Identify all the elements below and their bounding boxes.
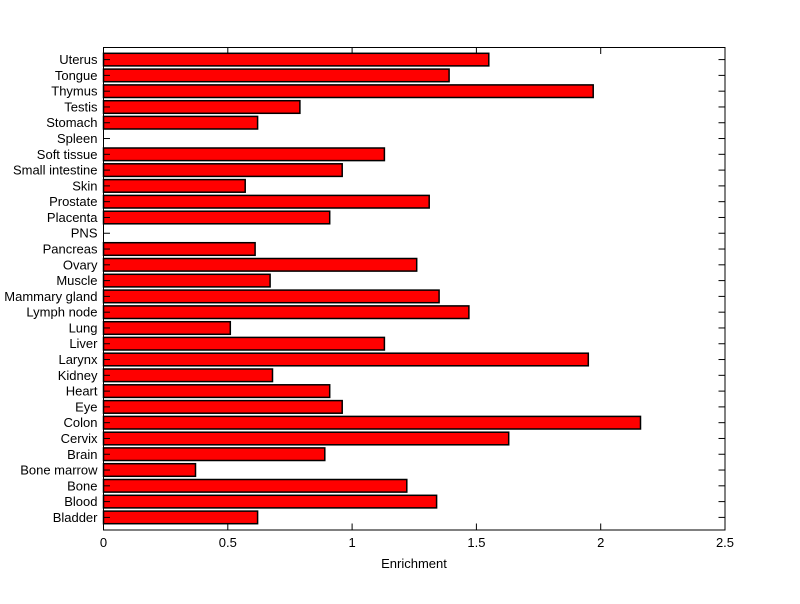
ytick-label-larynx: Larynx: [58, 352, 98, 367]
bar-bladder: [102, 510, 259, 525]
bar-bone: [102, 478, 408, 493]
ytick-label-eye: Eye: [75, 399, 97, 414]
bar-eye: [102, 399, 343, 414]
bar-pancreas: [102, 241, 256, 257]
ytick-label-stomach: Stomach: [46, 115, 97, 130]
xtick-label-1: 1: [348, 535, 355, 550]
ytick-label-thymus: Thymus: [51, 84, 98, 99]
ytick-label-prostate: Prostate: [49, 194, 97, 209]
ytick-label-skin: Skin: [72, 178, 97, 193]
bar-liver: [102, 336, 386, 351]
ytick-label-kidney: Kidney: [58, 368, 98, 383]
ytick-label-pns: PNS: [71, 226, 98, 241]
bar-blood: [102, 494, 438, 509]
ytick-label-heart: Heart: [66, 384, 98, 399]
ytick-label-lung: Lung: [69, 321, 98, 336]
ytick-label-mammary-gland: Mammary gland: [4, 289, 97, 304]
ticks-layer: [103, 47, 726, 530]
bar-prostate: [102, 194, 430, 209]
xtick-labels-layer: 0 0.5 1 1.5 2 2.5: [100, 535, 734, 550]
x-axis-label: Enrichment: [381, 556, 447, 571]
ytick-label-bone-marrow: Bone marrow: [20, 463, 98, 478]
ytick-label-muscle: Muscle: [56, 273, 97, 288]
ytick-label-liver: Liver: [69, 336, 98, 351]
ytick-label-uterus: Uterus: [59, 52, 98, 67]
bar-cervix: [102, 431, 510, 446]
bar-lung: [102, 320, 232, 336]
bar-mammary-gland: [102, 289, 440, 304]
ytick-label-cervix: Cervix: [61, 431, 98, 446]
bars-layer: [102, 52, 642, 525]
ytick-label-brain: Brain: [67, 447, 97, 462]
bar-placenta: [102, 210, 331, 225]
bar-muscle: [102, 273, 271, 288]
category-labels-layer: UterusTongueThymusTestisStomachSpleenSof…: [4, 52, 98, 525]
ytick-label-testis: Testis: [64, 100, 98, 115]
bar-stomach: [102, 115, 259, 130]
ytick-label-soft-tissue: Soft tissue: [37, 147, 98, 162]
bar-brain: [102, 447, 326, 462]
bar-ovary: [102, 257, 418, 272]
ytick-label-placenta: Placenta: [47, 210, 98, 225]
bar-testis: [102, 99, 301, 115]
xtick-label-0: 0: [100, 535, 107, 550]
ytick-label-bladder: Bladder: [53, 510, 98, 525]
xtick-label-2: 2: [597, 535, 604, 550]
bar-skin: [102, 178, 246, 193]
bar-bone-marrow: [102, 462, 197, 478]
xtick-label-1.5: 1.5: [467, 535, 485, 550]
ytick-label-ovary: Ovary: [63, 257, 98, 272]
bar-tongue: [102, 68, 450, 83]
ytick-label-small-intestine: Small intestine: [13, 163, 98, 178]
bar-thymus: [102, 84, 594, 99]
bar-small-intestine: [102, 163, 343, 178]
bar-larynx: [102, 352, 590, 367]
ytick-label-blood: Blood: [64, 494, 97, 509]
xtick-label-2.5: 2.5: [716, 535, 734, 550]
ytick-label-lymph-node: Lymph node: [26, 305, 97, 320]
bar-colon: [102, 415, 642, 430]
ytick-label-colon: Colon: [64, 415, 98, 430]
bar-uterus: [102, 52, 490, 67]
bar-kidney: [102, 368, 274, 383]
bar-soft-tissue: [102, 147, 386, 162]
ytick-label-pancreas: Pancreas: [43, 242, 98, 257]
xtick-label-0.5: 0.5: [219, 535, 237, 550]
bar-lymph-node: [102, 305, 470, 320]
ytick-label-tongue: Tongue: [55, 68, 98, 83]
ytick-label-spleen: Spleen: [57, 131, 97, 146]
ytick-label-bone: Bone: [67, 478, 97, 493]
bar-heart: [102, 384, 331, 399]
